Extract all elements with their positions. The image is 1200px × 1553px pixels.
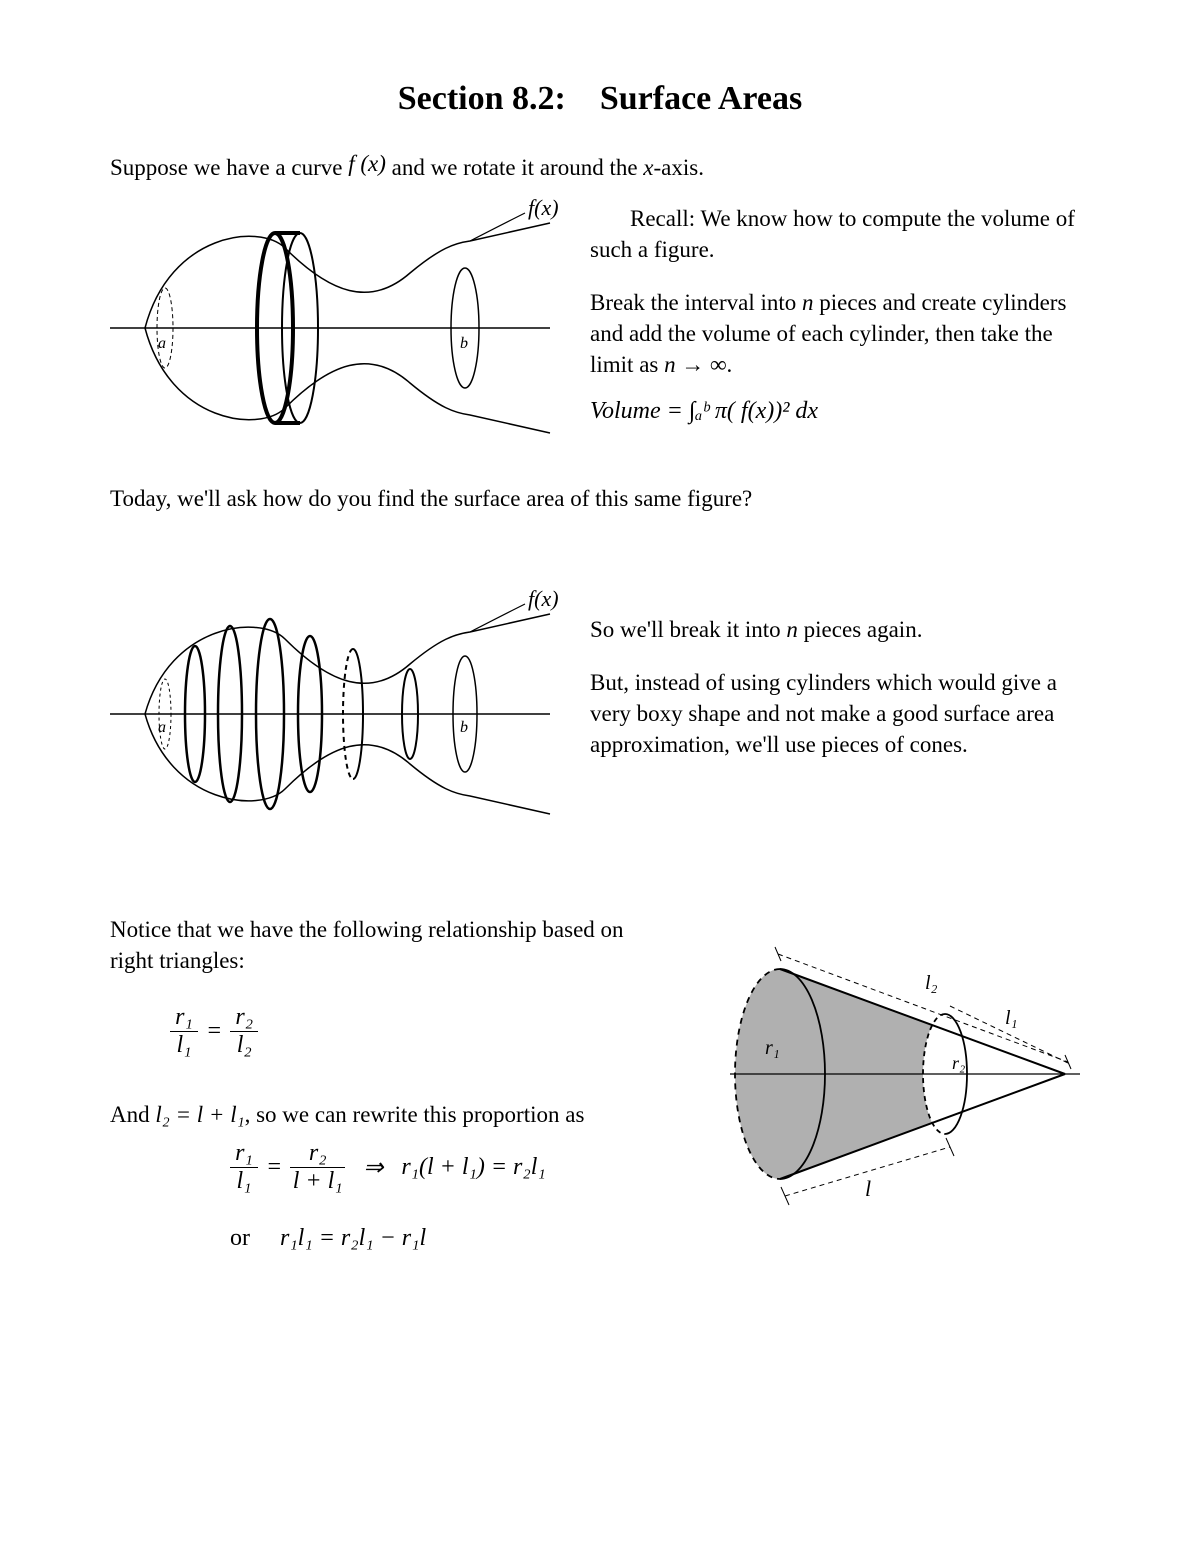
p3: So we'll break it into n pieces again. (590, 614, 1090, 645)
label-a2: a (158, 719, 166, 736)
intro-pre: Suppose we have a curve (110, 155, 348, 180)
intro-line: Suppose we have a curve f (x) and we rot… (110, 148, 1090, 183)
recall-p: Recall: We know how to compute the volum… (590, 203, 1090, 265)
label-b2: b (460, 719, 468, 736)
cone-r1-label: r₁ (765, 1037, 780, 1059)
cone-l-label: l (865, 1176, 871, 1201)
figure2-row: a b f(x) So we'll break it into n pieces… (110, 584, 1090, 844)
figure1-text: Recall: We know how to compute the volum… (590, 193, 1090, 449)
figure1-row: a b f(x) Recall: We know how to compute … (110, 193, 1090, 463)
or-line: or r₁l₁ = r₂l₁ − r₁l (230, 1225, 640, 1252)
ratio2: r₁ l₁ = r₂ l + l₁ ⇒ r₁(l + l₁) = r₂l₁ (230, 1140, 640, 1195)
label-b: b (460, 335, 468, 352)
intro-fx: f (x) (348, 151, 386, 176)
cone-row: Notice that we have the following relati… (110, 914, 1090, 1252)
cone-text: Notice that we have the following relati… (110, 914, 640, 1252)
page-title: Section 8.2: Surface Areas (110, 80, 1090, 118)
surface-area-figure: a b f(x) (110, 584, 560, 844)
p4: But, instead of using cylinders which wo… (590, 667, 1090, 760)
intro-post: and we rotate it around the (392, 155, 644, 180)
volume-formula: Volume = ∫ₐᵇ π( f(x))² dx (590, 398, 1090, 425)
intro-post2: -axis. (654, 155, 704, 180)
frustum-cone-figure: r₁ r₂ l₂ l₁ l (670, 914, 1090, 1234)
label-fx2: f(x) (528, 586, 559, 611)
p6: And l₂ = l + l₁, so we can rewrite this … (110, 1099, 640, 1130)
solid-of-revolution-figure: a b f(x) (110, 193, 560, 463)
cone-l1-label: l₁ (1005, 1007, 1018, 1029)
label-fx: f(x) (528, 195, 559, 220)
break-p: Break the interval into n pieces and cre… (590, 287, 1090, 380)
cone-r2-label: r₂ (952, 1053, 965, 1073)
label-a: a (158, 335, 166, 352)
p5: Notice that we have the following relati… (110, 914, 640, 976)
page: Section 8.2: Surface Areas Suppose we ha… (0, 0, 1200, 1553)
figure2-text: So we'll break it into n pieces again. B… (590, 584, 1090, 760)
cone-l2-label: l₂ (925, 972, 938, 994)
question-p: Today, we'll ask how do you find the sur… (110, 483, 1090, 514)
intro-x: x (643, 155, 653, 180)
ratio1: r₁ l₁ = r₂ l₂ (170, 1004, 640, 1059)
